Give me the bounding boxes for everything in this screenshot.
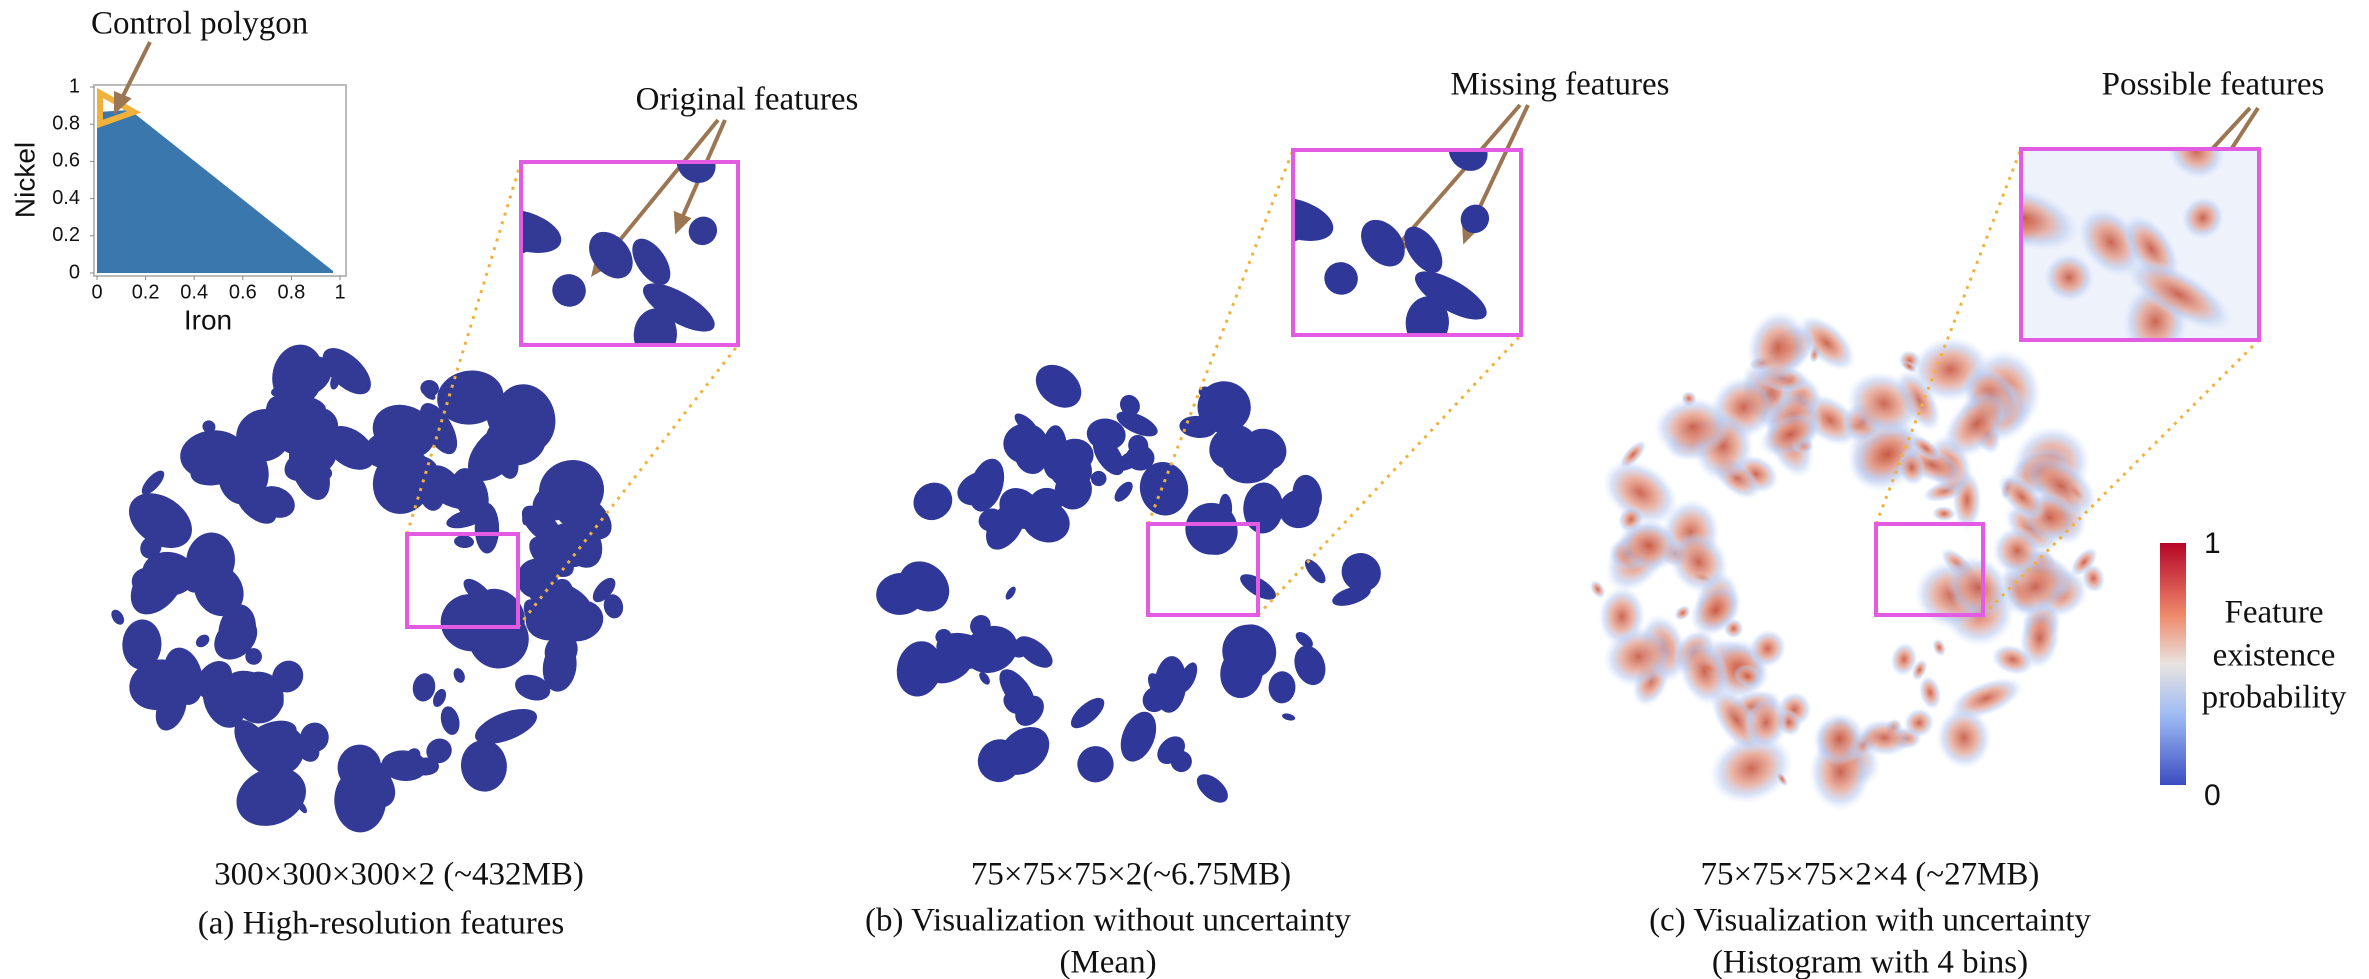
feature-blob: [1455, 199, 1495, 239]
y-tick-label: 1: [69, 75, 80, 97]
feature-blob: [1192, 769, 1233, 808]
x-tick-label: 0.8: [277, 281, 305, 303]
feature-blob: [452, 666, 467, 684]
feature-blob: [438, 704, 462, 736]
panel-caption: (a) High-resolution features: [198, 906, 565, 942]
feature-blob: [1242, 481, 1284, 534]
colorbar: [2160, 543, 2186, 785]
y-tick-label: 0.8: [52, 112, 80, 134]
arrows: [116, 42, 2258, 273]
feature-blob: [1281, 712, 1296, 722]
feature-blob: [458, 738, 509, 794]
colorbar-min: 0: [2204, 779, 2221, 812]
x-tick-label: 0: [91, 281, 102, 303]
x-tick-label: 0.2: [132, 281, 160, 303]
y-axis-label: Nickel: [9, 142, 40, 218]
colorbar-max: 1: [2204, 527, 2221, 560]
x-tick-label: 0.4: [180, 281, 208, 303]
feature-blob: [454, 535, 475, 549]
y-tick-label: 0.4: [52, 187, 80, 209]
zoom-content: [1253, 125, 1495, 350]
panel-size: 300×300×300×2 (~432MB): [214, 857, 584, 893]
feature-blob: [1074, 742, 1118, 786]
density-blob: [1930, 637, 1948, 659]
feature-blob: [1066, 693, 1109, 734]
feature-blob: [1320, 258, 1361, 298]
panel-caption: (Mean): [1059, 945, 1156, 979]
feature-blob: [1027, 356, 1089, 417]
feature-blob: [580, 223, 642, 287]
x-tick-label: 1: [334, 281, 345, 303]
feature-blob: [906, 475, 959, 527]
feature-blob: [1114, 706, 1163, 766]
feature-blob: [1289, 641, 1331, 689]
density-blob: [1932, 505, 1957, 522]
feature-blob: [193, 632, 211, 650]
colorbar-title: Feature: [2225, 595, 2324, 631]
annotation: Original features: [636, 82, 859, 118]
panel-caption: (b) Visualization without uncertainty: [865, 903, 1351, 939]
feature-blob: [683, 211, 723, 251]
colorbar-title: existence: [2213, 638, 2336, 674]
feature-blob: [1111, 479, 1136, 505]
panel-caption: (Histogram with 4 bins): [1712, 945, 2028, 979]
panel-caption: (c) Visualization with uncertainty: [1649, 903, 2091, 939]
annotation: Control polygon: [91, 6, 308, 42]
feature-blob: [1004, 585, 1018, 601]
x-tick-label: 0.6: [229, 281, 257, 303]
feature-blob: [1301, 556, 1329, 587]
feature-blob: [1268, 671, 1296, 704]
figure: Iron Nickel 0 0.2 0.4 0.6 0.8 1 0 0.2 0.4 0.6 0.8 1…: [0, 0, 2369, 979]
y-tick-label: 0: [69, 261, 80, 283]
feature-blob: [1441, 125, 1495, 178]
feature-blob: [109, 607, 127, 627]
colorbar-title: probability: [2202, 680, 2347, 716]
x-axis-label: Iron: [184, 304, 232, 335]
panel-size: 75×75×75×2×4 (~27MB): [1701, 857, 2040, 893]
y-tick-label: 0.2: [52, 224, 80, 246]
feature-blob: [548, 270, 589, 310]
annotation: Missing features: [1450, 67, 1669, 103]
y-tick-label: 0.6: [52, 150, 80, 172]
annotation: Possible features: [2102, 67, 2325, 103]
panel-size: 75×75×75×2(~6.75MB): [971, 857, 1291, 893]
feature-blob: [1090, 470, 1108, 488]
page: Iron Nickel 0 0.2 0.4 0.6 0.8 1 0 0.2 0.4 0.6 0.8 1…: [0, 0, 2369, 979]
